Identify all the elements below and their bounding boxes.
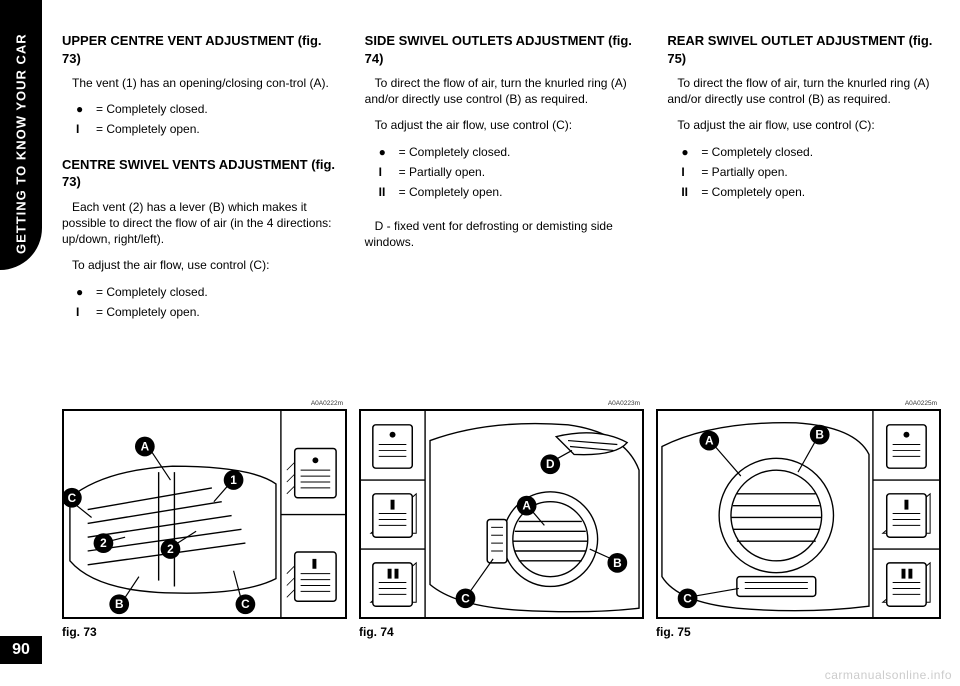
col2-p2: To adjust the air flow, use control (C): [365, 117, 640, 133]
column-3: REAR SWIVEL OUTLET ADJUSTMENT (fig. 75) … [667, 32, 942, 324]
col2-heading: SIDE SWIVEL OUTLETS ADJUSTMENT (fig. 74) [365, 32, 640, 67]
col2-p1: To direct the flow of air, turn the knur… [365, 75, 640, 107]
figure-75-caption: fig. 75 [656, 625, 941, 639]
col2-p3: D - fixed vent for defrosting or demisti… [365, 218, 640, 250]
callout-A: A [141, 439, 150, 453]
col1-legend4: I = Completely open. [62, 304, 337, 320]
callout-D: D [546, 457, 555, 471]
legend-symbol: ● [681, 144, 695, 160]
column-1: UPPER CENTRE VENT ADJUSTMENT (fig. 73) T… [62, 32, 337, 324]
col2-legend2: I = Partially open. [365, 164, 640, 180]
figure-74-box: D A B C [359, 409, 644, 619]
callout-C: C [68, 491, 77, 505]
legend-symbol: II [379, 184, 393, 200]
figure-75-box: A B C [656, 409, 941, 619]
col1-legend3: ● = Completely closed. [62, 284, 337, 300]
figure-75-id: A0A0225m [656, 400, 941, 407]
page: GETTING TO KNOW YOUR CAR UPPER CENTRE VE… [0, 0, 960, 686]
figure-74: A0A0223m [359, 400, 644, 639]
callout-2: 2 [100, 536, 107, 550]
figure-74-id: A0A0223m [359, 400, 644, 407]
callout-C2: C [461, 591, 470, 605]
callout-B2: B [613, 556, 622, 570]
legend-text: = Partially open. [701, 164, 787, 180]
legend-text: = Completely closed. [399, 144, 511, 160]
col1-p1: The vent (1) has an opening/closing con-… [62, 75, 337, 91]
figure-74-caption: fig. 74 [359, 625, 644, 639]
col1-p2: Each vent (2) has a lever (B) which make… [62, 199, 337, 248]
column-2: SIDE SWIVEL OUTLETS ADJUSTMENT (fig. 74)… [365, 32, 640, 324]
side-tab: GETTING TO KNOW YOUR CAR [0, 0, 42, 270]
legend-text: = Completely closed. [96, 101, 208, 117]
figure-74-illustration: D A B C [361, 411, 642, 618]
legend-symbol: I [681, 164, 695, 180]
legend-symbol: ● [379, 144, 393, 160]
col3-legend3: II = Completely open. [667, 184, 942, 200]
callout-A2: A [522, 499, 531, 513]
callout-2b: 2 [167, 542, 174, 556]
figure-73: A0A0222m [62, 400, 347, 639]
legend-symbol: I [379, 164, 393, 180]
col1-legend1: ● = Completely closed. [62, 101, 337, 117]
figure-75: A0A0225m [656, 400, 941, 639]
col1-legend2: I = Completely open. [62, 121, 337, 137]
callout-Cb: C [241, 597, 250, 611]
col3-p1: To direct the flow of air, turn the knur… [667, 75, 942, 107]
figure-75-illustration: A B C [658, 411, 939, 618]
col2-legend3: II = Completely open. [365, 184, 640, 200]
callout-C3: C [683, 591, 692, 605]
legend-text: = Completely open. [399, 184, 503, 200]
legend-text: = Completely closed. [96, 284, 208, 300]
content-columns: UPPER CENTRE VENT ADJUSTMENT (fig. 73) T… [62, 32, 942, 324]
legend-symbol: I [76, 304, 90, 320]
watermark: carmanualsonline.info [825, 668, 952, 682]
legend-symbol: ● [76, 101, 90, 117]
legend-symbol: ● [76, 284, 90, 300]
side-tab-label: GETTING TO KNOW YOUR CAR [9, 34, 33, 254]
figure-73-illustration: A 1 C 2 2 B [64, 411, 345, 618]
callout-A3: A [705, 434, 714, 448]
col3-legend1: ● = Completely closed. [667, 144, 942, 160]
col3-p2: To adjust the air flow, use control (C): [667, 117, 942, 133]
callout-1: 1 [230, 473, 237, 487]
col2-legend1: ● = Completely closed. [365, 144, 640, 160]
legend-symbol: II [681, 184, 695, 200]
col3-heading: REAR SWIVEL OUTLET ADJUSTMENT (fig. 75) [667, 32, 942, 67]
legend-text: = Completely open. [701, 184, 805, 200]
legend-text: = Partially open. [399, 164, 485, 180]
legend-symbol: I [76, 121, 90, 137]
col3-legend2: I = Partially open. [667, 164, 942, 180]
legend-text: = Completely closed. [701, 144, 813, 160]
col1-heading2: CENTRE SWIVEL VENTS ADJUSTMENT (fig. 73) [62, 156, 337, 191]
callout-B: B [115, 597, 124, 611]
figures-row: A0A0222m [62, 400, 942, 639]
col1-heading1: UPPER CENTRE VENT ADJUSTMENT (fig. 73) [62, 32, 337, 67]
legend-text: = Completely open. [96, 304, 200, 320]
figure-73-id: A0A0222m [62, 400, 347, 407]
col1-p3: To adjust the air flow, use control (C): [62, 257, 337, 273]
callout-B3: B [815, 428, 824, 442]
figure-73-box: A 1 C 2 2 B [62, 409, 347, 619]
legend-text: = Completely open. [96, 121, 200, 137]
page-number: 90 [0, 636, 42, 664]
figure-73-caption: fig. 73 [62, 625, 347, 639]
